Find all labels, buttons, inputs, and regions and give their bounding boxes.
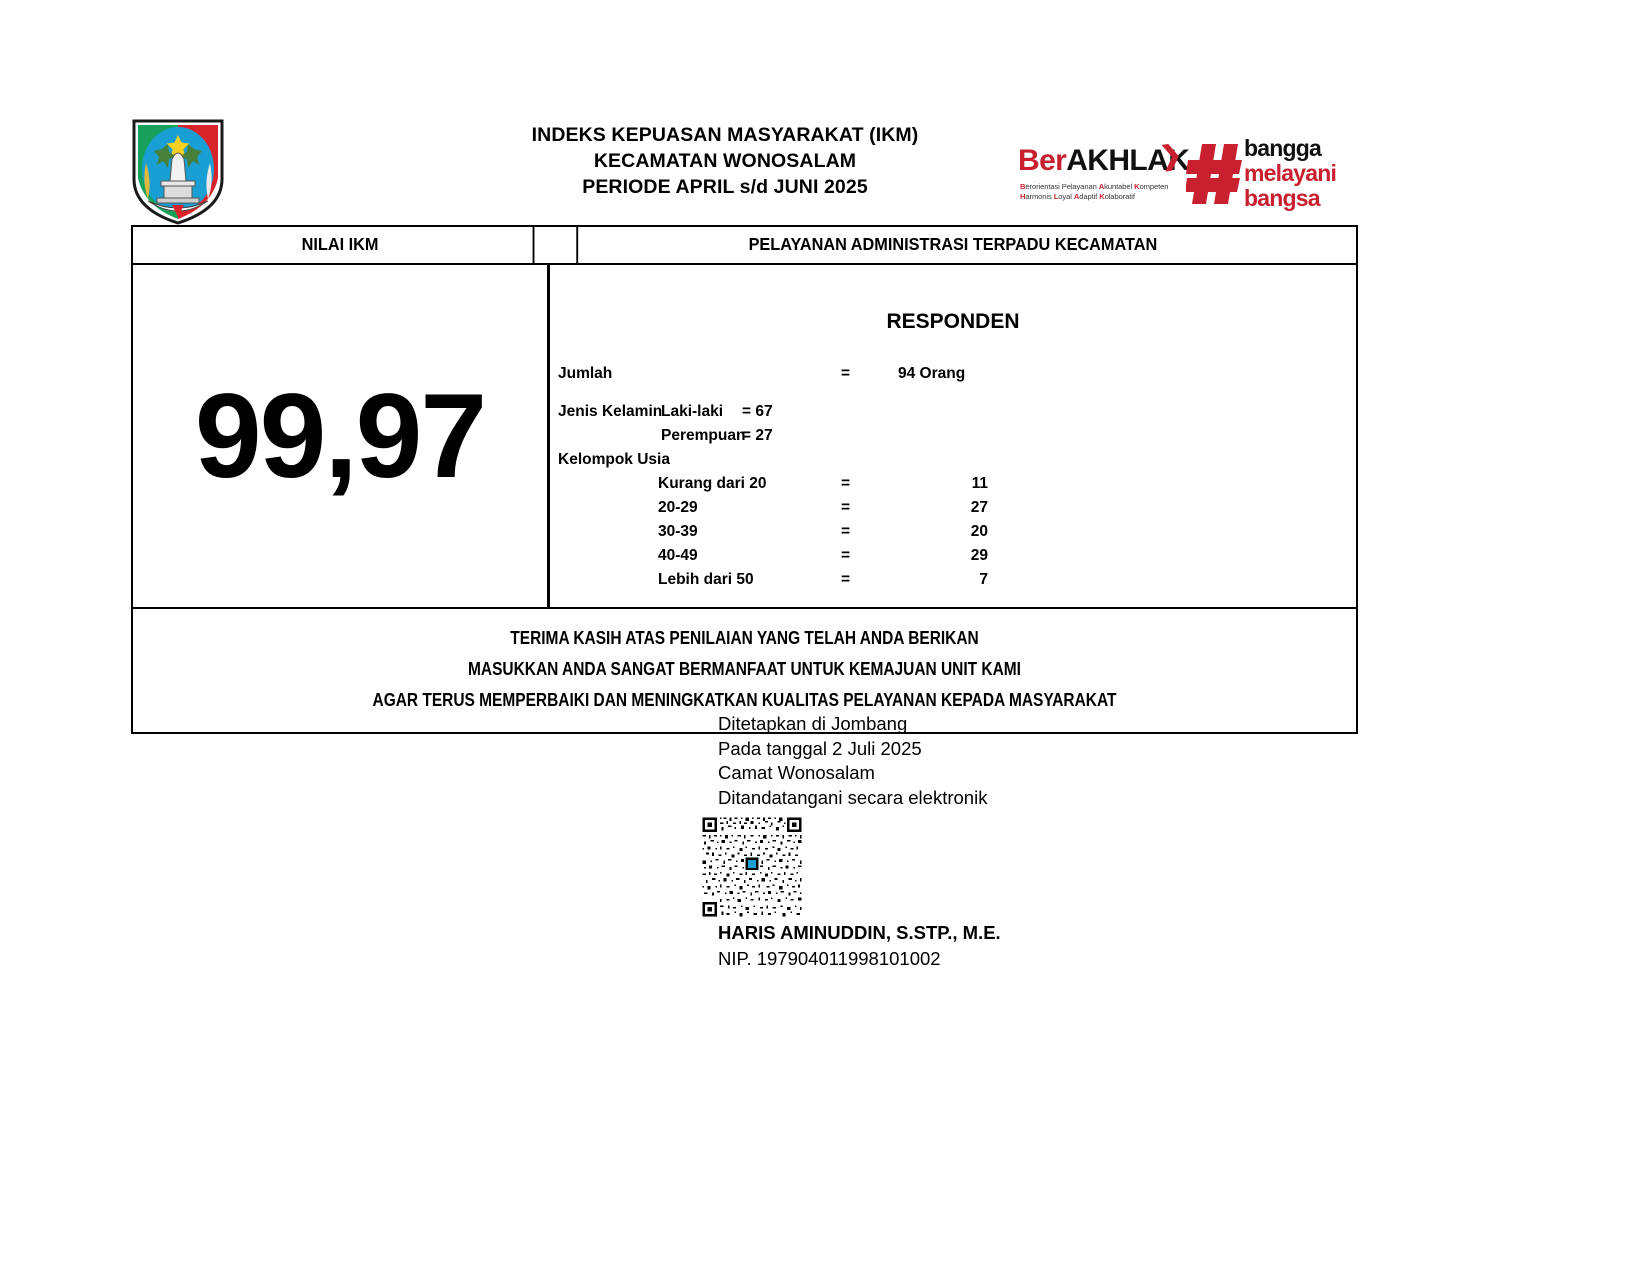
gender-male-label: Laki-laki xyxy=(661,403,724,420)
bangga-line-2: melayani xyxy=(1244,160,1337,186)
age-label-40-49: 40-49 xyxy=(658,547,698,564)
ikm-summary-table: NILAI IKM PELAYANAN ADMINISTRASI TERPADU… xyxy=(131,225,1358,734)
table-body-row: 99,97 RESPONDEN Jumlah = 94 Orang Jenis … xyxy=(133,265,1356,607)
berakhlak-tagline-line-1: Berorientasi Pelayanan Akuntabel Kompete… xyxy=(1020,182,1169,191)
age-equals-under20: = xyxy=(841,475,851,492)
age-group-label: Kelompok Usia xyxy=(558,451,670,468)
jombang-regency-emblem-icon xyxy=(128,117,228,225)
signature-line-4: Ditandatangani secara elektronik xyxy=(718,786,988,808)
spacer xyxy=(558,389,1348,403)
age-value-40-49: 29 xyxy=(970,547,988,564)
jumlah-value: 94 Orang xyxy=(898,365,966,382)
age-equals-20-29: = xyxy=(841,499,851,516)
gender-row-female: Perempuan = 27 xyxy=(558,427,1348,451)
age-row-30-39: 30-39 = 20 xyxy=(558,523,1348,547)
age-label-under20: Kurang dari 20 xyxy=(658,475,767,492)
thank-you-message: TERIMA KASIH ATAS PENILAIAN YANG TELAH A… xyxy=(133,607,1356,732)
title-line-3: PERIODE APRIL s/d JUNI 2025 xyxy=(582,176,868,198)
signature-line-3: Camat Wonosalam xyxy=(718,762,875,783)
bangga-line-3: bangsa xyxy=(1244,185,1321,211)
age-equals-40-49: = xyxy=(841,547,851,564)
document-header: INDEKS KEPUASAN MASYARAKAT (IKM) KECAMAT… xyxy=(0,112,1650,225)
hashtag-icon xyxy=(1185,142,1242,206)
signature-place-date: Ditetapkan di Jombang Pada tanggal 2 Jul… xyxy=(718,712,987,810)
berakhlak-tagline-line-2: Harmonis Loyal Adaptif Kolaboratif xyxy=(1020,191,1135,201)
age-value-20-29: 27 xyxy=(970,499,988,516)
age-row-20-29: 20-29 = 27 xyxy=(558,499,1348,523)
age-row-under20: Kurang dari 20 = 11 xyxy=(558,475,1348,499)
gender-label: Jenis Kelamin xyxy=(558,403,663,420)
age-equals-30-39: = xyxy=(841,523,851,540)
signer-name: HARIS AMINUDDIN, S.STP., M.E. xyxy=(718,922,1001,943)
qr-code xyxy=(688,816,816,918)
signature-line-2: Pada tanggal 2 Juli 2025 xyxy=(718,737,922,759)
column-header-nilai-ikm: NILAI IKM xyxy=(148,227,535,263)
column-header-pelayanan: PELAYANAN ADMINISTRASI TERPADU KECAMATAN xyxy=(576,227,1327,263)
bangga-wordmark: bangga melayani bangsa xyxy=(1244,135,1337,211)
signer-block: HARIS AMINUDDIN, S.STP., M.E. NIP. 19790… xyxy=(718,920,1001,972)
age-value-over50: 7 xyxy=(979,571,988,588)
message-line-1: TERIMA KASIH ATAS PENILAIAN YANG TELAH A… xyxy=(510,628,979,648)
age-label-20-29: 20-29 xyxy=(658,499,698,516)
jumlah-row: Jumlah = 94 Orang xyxy=(558,365,1348,389)
age-equals-over50: = xyxy=(841,571,851,588)
berakhlak-wordmark: BerAKHLAK xyxy=(1018,144,1190,178)
berakhlak-arrow-icon: ❯ xyxy=(1157,138,1184,172)
age-group-label-row: Kelompok Usia xyxy=(558,451,1348,475)
ikm-score-value: 99,97 xyxy=(194,369,487,503)
age-label-30-39: 30-39 xyxy=(658,523,698,540)
table-header-row: NILAI IKM PELAYANAN ADMINISTRASI TERPADU… xyxy=(133,227,1356,265)
berakhlak-akhlak: AKHLAK xyxy=(1066,144,1190,177)
message-line-2: MASUKKAN ANDA SANGAT BERMANFAAT UNTUK KE… xyxy=(468,659,1021,679)
gender-male-value: = 67 xyxy=(742,403,773,420)
title-line-2: KECAMATAN WONOSALAM xyxy=(593,150,857,172)
age-row-40-49: 40-49 = 29 xyxy=(558,547,1348,571)
responden-cell: RESPONDEN Jumlah = 94 Orang Jenis Kelami… xyxy=(548,265,1356,607)
signature-line-1: Ditetapkan di Jombang xyxy=(718,713,908,734)
jumlah-equals: = xyxy=(841,365,851,382)
page-title: INDEKS KEPUASAN MASYARAKAT (IKM) KECAMAT… xyxy=(380,122,1070,200)
responden-title: RESPONDEN xyxy=(886,310,1020,333)
age-row-over50: Lebih dari 50 = 7 xyxy=(558,571,1348,595)
age-value-under20: 11 xyxy=(971,475,988,492)
gender-row-male: Jenis Kelamin Laki-laki = 67 xyxy=(558,403,1348,427)
jumlah-label: Jumlah xyxy=(558,365,613,382)
message-line-3: AGAR TERUS MEMPERBAIKI DAN MENINGKATKAN … xyxy=(372,690,1117,710)
title-line-1: INDEKS KEPUASAN MASYARAKAT (IKM) xyxy=(531,124,919,146)
signer-nip: NIP. 197904011998101002 xyxy=(718,948,941,969)
berakhlak-logo: BerAKHLAK ❯ Berorientasi Pelayanan Akunt… xyxy=(1018,130,1337,214)
responden-details: Jumlah = 94 Orang Jenis Kelamin Laki-lak… xyxy=(558,365,1348,595)
nilai-ikm-cell: 99,97 xyxy=(133,265,549,607)
gender-female-label: Perempuan xyxy=(661,427,746,444)
gender-female-value: = 27 xyxy=(742,427,773,444)
berakhlak-ber: Ber xyxy=(1018,144,1067,177)
berakhlak-tagline: Berorientasi Pelayanan Akuntabel Kompete… xyxy=(1020,182,1168,201)
age-value-30-39: 20 xyxy=(970,523,988,540)
bangga-line-1: bangga xyxy=(1244,135,1322,161)
age-label-over50: Lebih dari 50 xyxy=(658,571,754,588)
bangga-melayani-bangsa-logo: bangga melayani bangsa xyxy=(1185,136,1337,212)
